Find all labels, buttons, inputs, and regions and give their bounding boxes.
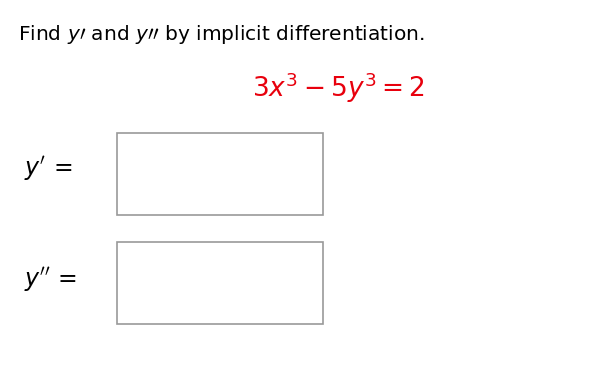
Text: $3x^3 - 5y^3 = 2$: $3x^3 - 5y^3 = 2$ xyxy=(252,70,425,104)
Text: $y^{\prime}\,=$: $y^{\prime}\,=$ xyxy=(24,155,72,184)
Text: Find $y\prime$ and $y\prime\prime$ by implicit differentiation.: Find $y\prime$ and $y\prime\prime$ by im… xyxy=(18,23,425,46)
Text: $y^{\prime\prime}\,=$: $y^{\prime\prime}\,=$ xyxy=(24,265,77,294)
